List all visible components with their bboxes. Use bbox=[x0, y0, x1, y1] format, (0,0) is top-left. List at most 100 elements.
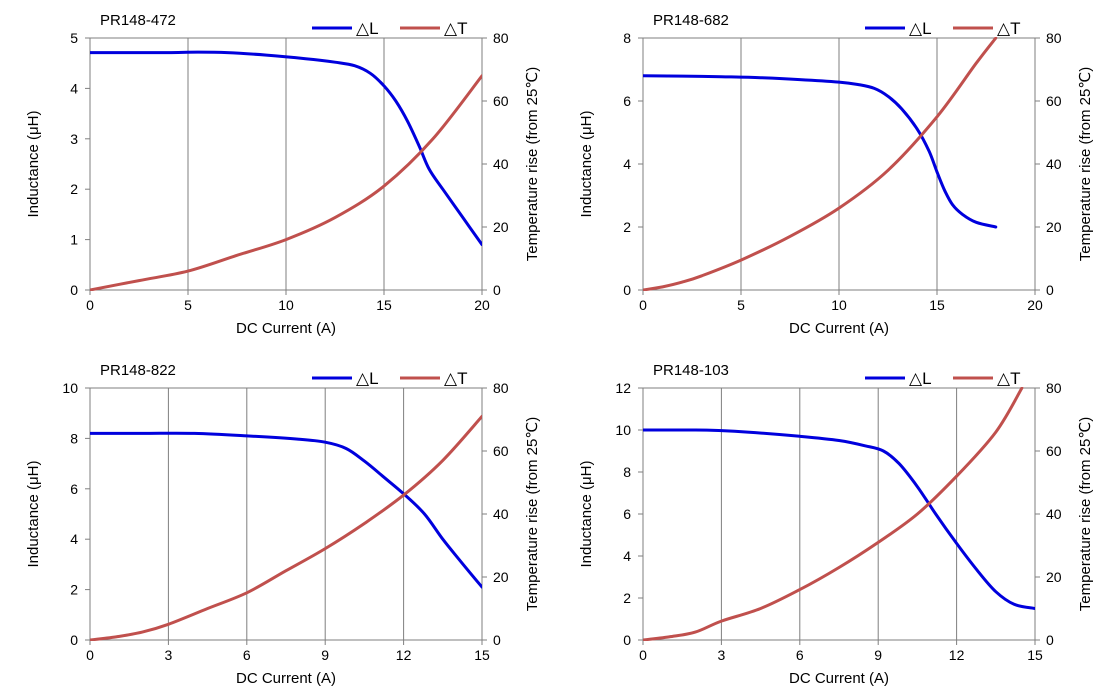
series-line bbox=[90, 50, 482, 247]
legend-label: △L bbox=[356, 19, 379, 38]
x-tick-label: 0 bbox=[639, 647, 647, 663]
y-axis-title: Inductance (μH) bbox=[578, 460, 595, 567]
x-tick-label: 5 bbox=[737, 297, 745, 313]
series-line bbox=[643, 37, 998, 291]
y2-tick-label: 40 bbox=[493, 506, 509, 522]
legend-label: △L bbox=[909, 19, 932, 38]
x-tick-label: 0 bbox=[86, 297, 94, 313]
x-axis-title: DC Current (A) bbox=[236, 320, 336, 337]
series-line bbox=[90, 414, 482, 641]
y-tick-label: 0 bbox=[70, 282, 78, 298]
y-tick-label: 6 bbox=[623, 93, 631, 109]
y-tick-label: 2 bbox=[70, 181, 78, 197]
x-tick-label: 15 bbox=[1027, 647, 1043, 663]
y-tick-label: 0 bbox=[623, 282, 631, 298]
x-axis-title: DC Current (A) bbox=[789, 320, 889, 337]
series-line bbox=[643, 428, 1035, 610]
y-tick-label: 6 bbox=[70, 481, 78, 497]
y-axis-title: Inductance (μH) bbox=[25, 110, 42, 217]
y2-tick-label: 40 bbox=[493, 156, 509, 172]
x-tick-label: 3 bbox=[718, 647, 726, 663]
y2-tick-label: 40 bbox=[1046, 506, 1062, 522]
legend-label: △T bbox=[997, 369, 1020, 388]
y-tick-label: 0 bbox=[70, 632, 78, 648]
x-tick-label: 12 bbox=[396, 647, 412, 663]
x-tick-label: 9 bbox=[321, 647, 329, 663]
y-tick-label: 8 bbox=[623, 30, 631, 46]
y2-tick-label: 0 bbox=[493, 632, 501, 648]
x-tick-label: 15 bbox=[474, 647, 490, 663]
y2-tick-label: 20 bbox=[1046, 219, 1062, 235]
x-tick-label: 5 bbox=[184, 297, 192, 313]
x-tick-label: 3 bbox=[165, 647, 173, 663]
y2-axis-title: Temperature rise (from 25℃) bbox=[1077, 417, 1094, 611]
chart-title: PR148-822 bbox=[100, 362, 176, 379]
series-line bbox=[643, 74, 998, 229]
x-tick-label: 20 bbox=[474, 297, 490, 313]
y2-tick-label: 0 bbox=[493, 282, 501, 298]
x-tick-label: 15 bbox=[929, 297, 945, 313]
y-tick-label: 2 bbox=[70, 582, 78, 598]
y-tick-label: 8 bbox=[70, 430, 78, 446]
y2-tick-label: 0 bbox=[1046, 632, 1054, 648]
title-background bbox=[92, 10, 297, 36]
y2-tick-label: 60 bbox=[1046, 93, 1062, 109]
y2-tick-label: 60 bbox=[493, 93, 509, 109]
y-tick-label: 10 bbox=[615, 422, 631, 438]
legend-label: △L bbox=[356, 369, 379, 388]
legend-label: △T bbox=[997, 19, 1020, 38]
y2-tick-label: 80 bbox=[1046, 30, 1062, 46]
x-tick-label: 15 bbox=[376, 297, 392, 313]
legend-label: △T bbox=[444, 19, 467, 38]
x-tick-label: 20 bbox=[1027, 297, 1043, 313]
x-axis-title: DC Current (A) bbox=[236, 670, 336, 687]
y2-tick-label: 60 bbox=[493, 443, 509, 459]
legend-label: △T bbox=[444, 369, 467, 388]
y-tick-label: 2 bbox=[623, 590, 631, 606]
y2-tick-label: 80 bbox=[493, 380, 509, 396]
title-background bbox=[645, 10, 850, 36]
y-tick-label: 2 bbox=[623, 219, 631, 235]
y-tick-label: 0 bbox=[623, 632, 631, 648]
x-tick-label: 10 bbox=[278, 297, 294, 313]
chart-title: PR148-682 bbox=[653, 12, 729, 29]
y2-tick-label: 0 bbox=[1046, 282, 1054, 298]
legend-background bbox=[310, 360, 482, 386]
x-tick-label: 6 bbox=[243, 647, 251, 663]
title-background bbox=[645, 360, 850, 386]
x-tick-label: 0 bbox=[86, 647, 94, 663]
x-tick-label: 10 bbox=[831, 297, 847, 313]
y-tick-label: 4 bbox=[70, 80, 78, 96]
y-tick-label: 10 bbox=[62, 380, 78, 396]
y2-tick-label: 60 bbox=[1046, 443, 1062, 459]
y2-axis-title: Temperature rise (from 25℃) bbox=[524, 67, 541, 261]
y-tick-label: 4 bbox=[623, 156, 631, 172]
y-tick-label: 4 bbox=[623, 548, 631, 564]
y2-tick-label: 20 bbox=[493, 219, 509, 235]
y2-axis-title: Temperature rise (from 25℃) bbox=[524, 417, 541, 611]
x-tick-label: 0 bbox=[639, 297, 647, 313]
x-axis-title: DC Current (A) bbox=[789, 670, 889, 687]
y-tick-label: 3 bbox=[70, 131, 78, 147]
y2-tick-label: 80 bbox=[1046, 380, 1062, 396]
x-tick-label: 6 bbox=[796, 647, 804, 663]
chart-title: PR148-103 bbox=[653, 362, 729, 379]
plot-area-border bbox=[642, 387, 1036, 641]
legend-background bbox=[863, 10, 1035, 36]
series-line bbox=[90, 431, 482, 589]
legend-label: △L bbox=[909, 369, 932, 388]
y-tick-label: 6 bbox=[623, 506, 631, 522]
series-line bbox=[90, 74, 482, 291]
y2-tick-label: 80 bbox=[493, 30, 509, 46]
y-axis-title: Inductance (μH) bbox=[25, 460, 42, 567]
y2-axis-title: Temperature rise (from 25℃) bbox=[1077, 67, 1094, 261]
y-tick-label: 4 bbox=[70, 531, 78, 547]
y-tick-label: 1 bbox=[70, 232, 78, 248]
chart-title: PR148-472 bbox=[100, 12, 176, 29]
legend-background bbox=[310, 10, 482, 36]
